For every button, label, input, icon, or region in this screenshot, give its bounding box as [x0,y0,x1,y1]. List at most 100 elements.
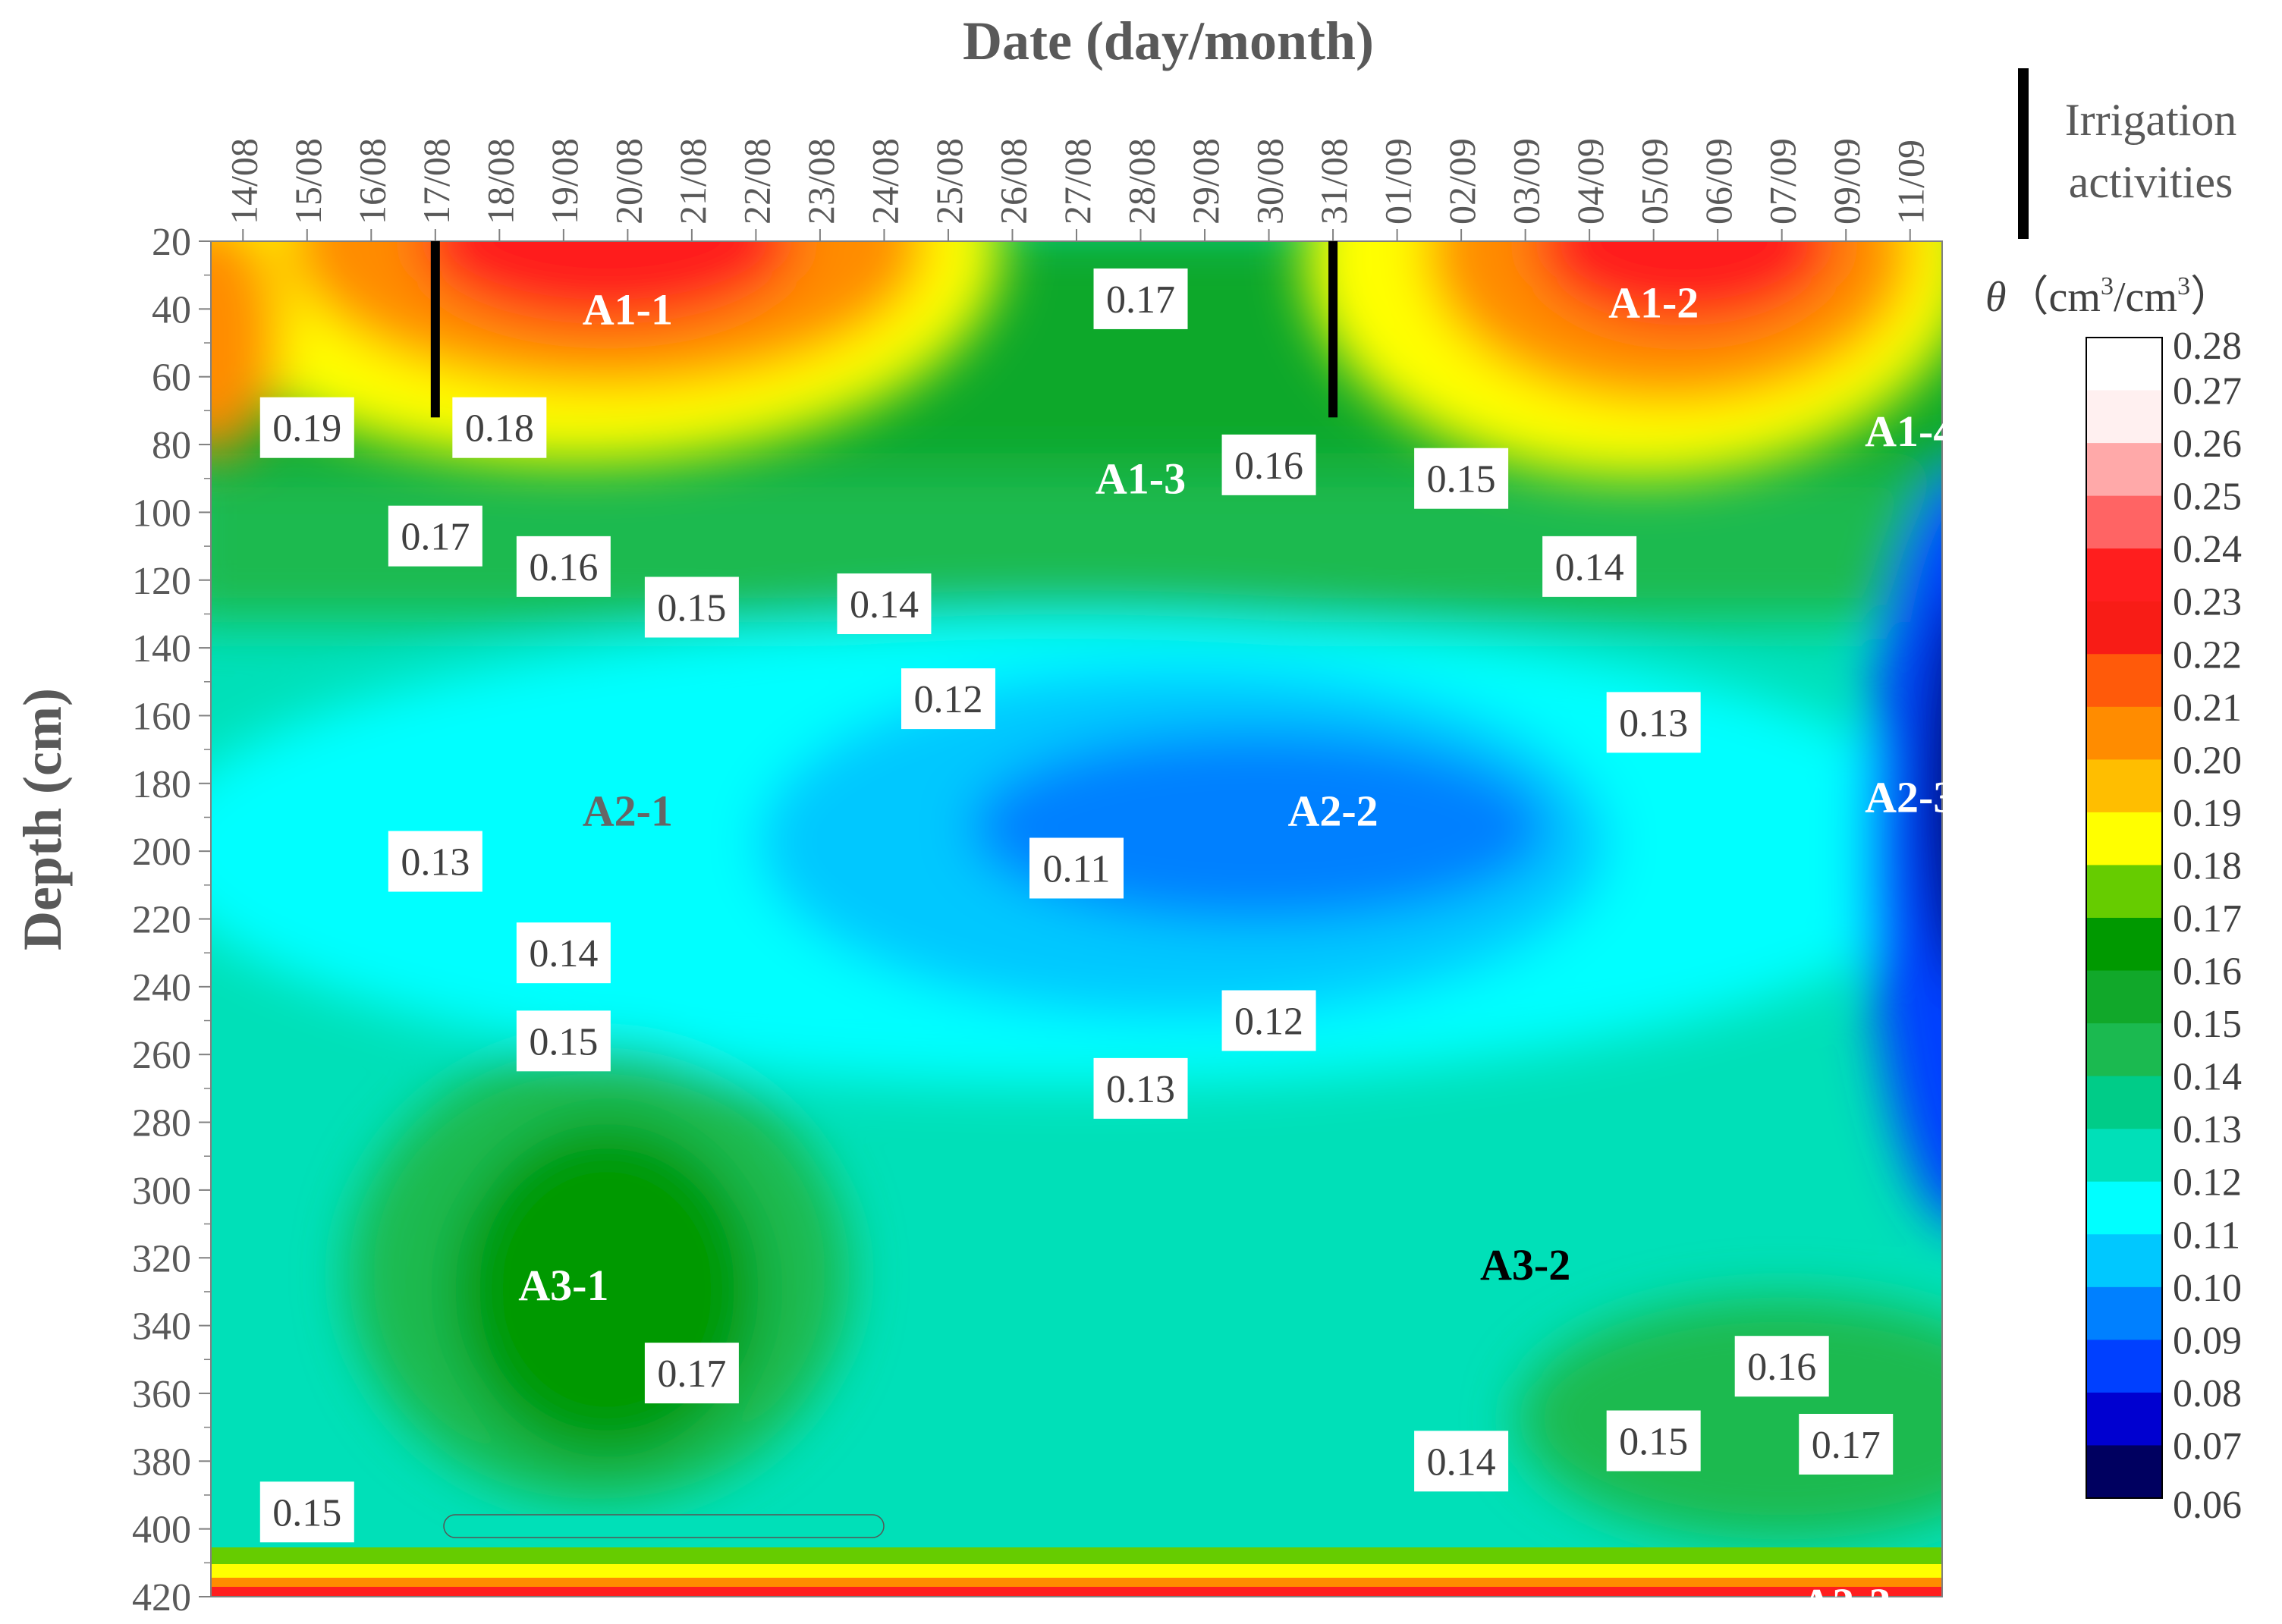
y-axis-title: Depth (cm) [12,688,73,950]
contour-label-value: 0.17 [401,516,470,559]
x-tick-label: 02/09 [1441,138,1483,225]
x-tick-label: 18/08 [479,138,521,225]
contour-label-value: 0.17 [1812,1424,1881,1467]
zone-right-blue [1866,480,1942,1219]
y-tick-label: 40 [152,288,191,331]
y-tick-label: 100 [132,492,191,535]
colorbar-tick-label: 0.08 [2173,1372,2242,1415]
colorbar-tick-label: 0.15 [2173,1003,2242,1046]
contour-label-value: 0.14 [1427,1440,1496,1484]
irrigation-legend-swatch [2018,68,2029,239]
x-tick-label: 30/08 [1249,138,1291,225]
colorbar-cell [2086,706,2162,760]
region-label: A3-2 [1480,1240,1570,1289]
x-tick-label: 03/09 [1505,138,1548,225]
region-labels: A1-1 A1-2 A1-3 A1-4 A2-1 A2-2 A2-3 A3-1 A3-2 A3-3 [518,278,1955,1624]
x-tick-label: 14/08 [222,138,265,225]
y-tick-label: 280 [132,1102,191,1145]
contour-label: 0.12 [901,668,995,730]
colorbar-cell [2086,548,2162,602]
zone-a1-2-red [1532,241,1836,326]
irrigation-marker [1328,241,1338,418]
colorbar-tick-label: 0.20 [2173,739,2242,782]
contour-label: 0.15 [644,576,739,638]
x-tick-label: 29/08 [1184,138,1227,225]
region-label: A3-3 [1801,1579,1891,1624]
contour-label: 0.14 [516,922,611,984]
x-axis-title: Date (day/month) [963,11,1374,71]
contour-label: 0.16 [516,536,611,597]
colorbar-cell [2086,918,2162,972]
contour-label-value: 0.13 [1106,1068,1175,1111]
contour-label-box [388,505,482,567]
contour-labels: 0.19 0.18 0.17 0.16 0.15 0.14 0.12 0.17 0.16 0.15… [259,268,1894,1543]
contour-label-value: 0.17 [657,1352,726,1396]
colorbar-tick-label: 0.12 [2173,1161,2242,1205]
contour-label-value: 0.15 [657,586,726,630]
x-tick-label: 28/08 [1121,138,1163,225]
contour-label-value: 0.15 [1427,458,1496,501]
region-label: A3-1 [518,1261,608,1310]
zone-bottom-orange [211,1578,1942,1588]
y-tick-label: 220 [132,899,191,942]
y-tick-label: 400 [132,1509,191,1552]
contour-label-value: 0.17 [1106,278,1175,322]
zone-bottom-green-line [211,1547,1942,1564]
contour-label-box [452,397,547,458]
contour-label-value: 0.15 [1619,1420,1688,1463]
irrigation-legend-line1: Irrigation [2065,95,2237,145]
colorbar-cell [2086,654,2162,708]
colorbar-tick-label: 0.11 [2173,1214,2240,1257]
x-tick-label: 21/08 [671,138,714,225]
contour-label-box [259,397,354,458]
contour-label-box [837,573,932,635]
contour-label-box [1542,536,1637,597]
colorbar-tick-label: 0.19 [2173,792,2242,835]
colorbar-tick-label: 0.28 [2173,325,2242,368]
x-tick-label: 20/08 [607,138,649,225]
x-tick-label: 11/09 [1890,140,1932,225]
colorbar-cell [2086,1340,2162,1393]
y-tick-label: 360 [132,1373,191,1416]
colorbar: θ（cm3/cm3） 0.280.270.260.250.240.230.220… [1985,272,2242,1527]
contour-label: 0.14 [837,573,932,635]
contour-label-box [516,1010,611,1072]
contour-label: 0.17 [1799,1413,1894,1475]
contour-label: 0.15 [1606,1410,1701,1472]
region-label: A2-2 [1287,787,1378,836]
contour-label-box [1414,448,1509,509]
colorbar-tick-label: 0.25 [2173,476,2242,519]
colorbar-tick-label: 0.06 [2173,1484,2242,1527]
contour-label: 0.17 [1093,268,1188,329]
y-tick-label: 300 [132,1170,191,1213]
x-tick-label: 16/08 [350,138,393,225]
contour-label-value: 0.12 [1234,1000,1303,1044]
x-tick-label: 15/08 [287,138,329,225]
contour-label-box [1606,1410,1701,1472]
contour-label-box [1221,990,1316,1051]
colorbar-cell [2086,1286,2162,1340]
x-tick-label: 19/08 [543,138,586,225]
colorbar-tick-label: 0.10 [2173,1267,2242,1310]
colorbar-cell [2086,1076,2162,1129]
colorbar-cells [2086,337,2163,1499]
contour-label: 0.15 [1414,448,1509,509]
contour-label-box [516,922,611,984]
contour-label: 0.14 [1542,536,1637,597]
zone-a1-1-red [417,241,797,325]
contour-label-value: 0.19 [272,407,341,451]
irrigation-marker [430,241,440,418]
y-tick-label: 160 [132,695,191,738]
region-label: A1-4 [1865,407,1955,456]
colorbar-cell [2086,495,2162,549]
contour-label: 0.15 [259,1481,354,1543]
colorbar-cell [2086,1445,2162,1499]
contour-label: 0.19 [259,397,354,458]
contour-label-value: 0.13 [1619,702,1688,745]
contour-label-value: 0.16 [1747,1346,1816,1389]
region-label: A2-3 [1865,773,1955,822]
x-tick-label: 24/08 [863,138,906,225]
contour-label-value: 0.16 [1234,444,1303,488]
contour-label: 0.17 [388,505,482,567]
contour-label-box [1221,434,1316,495]
